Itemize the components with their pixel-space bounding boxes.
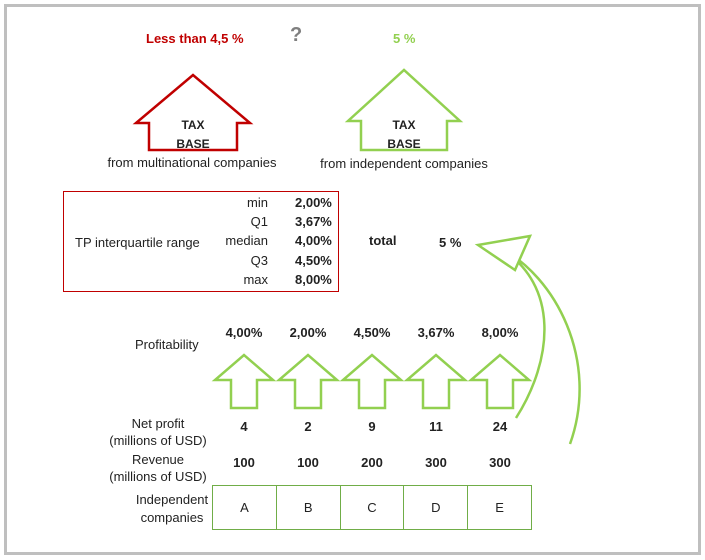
tax-base-arrow-independent [344, 68, 464, 152]
revenue-value: 100 [233, 455, 255, 470]
range-stat-value: 4,50% [295, 252, 332, 268]
total-value: 5 % [439, 235, 462, 250]
company-cell: D [404, 486, 469, 529]
diagram-frame [4, 4, 701, 555]
tax-label-left: TAX [181, 118, 205, 132]
caption-independent: from independent companies [320, 156, 488, 171]
interquartile-range-box [63, 191, 339, 292]
net-profit-label: Net profit (millions of USD) [109, 416, 207, 448]
revenue-value: 300 [425, 455, 447, 470]
profitability-value: 2,00% [289, 325, 327, 340]
range-label: TP interquartile range [75, 235, 200, 250]
profit-up-arrow [403, 353, 469, 410]
net-profit-value: 2 [304, 419, 312, 434]
profitability-value: 8,00% [481, 325, 519, 340]
company-cell: C [341, 486, 405, 529]
companies-label: Independent companies [135, 492, 209, 525]
revenue-label: Revenue (millions of USD) [109, 452, 207, 484]
range-stat-value: 3,67% [295, 214, 332, 230]
profit-up-arrow [211, 353, 277, 410]
range-stat-name: Q1 [250, 214, 268, 230]
total-label: total [369, 233, 397, 248]
tax-label-right: TAX [392, 118, 416, 132]
range-stat-value: 4,00% [295, 233, 332, 249]
range-stat-value: 2,00% [295, 195, 332, 210]
profitability-label: Profitability [135, 337, 199, 352]
revenue-value: 100 [297, 455, 319, 470]
base-label-left: BASE [176, 137, 210, 151]
revenue-value: 200 [361, 455, 383, 470]
range-stat-name: Q3 [250, 252, 268, 268]
company-cell: B [277, 486, 341, 529]
profitability-value: 4,50% [353, 325, 391, 340]
base-label-right: BASE [387, 137, 421, 151]
profit-up-arrow [339, 353, 405, 410]
curve-arrow-body [499, 246, 581, 445]
revenue-value: 300 [489, 455, 511, 470]
net-profit-value: 4 [240, 419, 248, 434]
net-profit-value: 9 [368, 419, 376, 434]
range-stat-name: min [247, 195, 268, 210]
independent-rate: 5 % [393, 31, 416, 46]
question-mark: ? [290, 24, 303, 46]
profit-up-arrow [275, 353, 341, 410]
tax-base-arrow-multinational [132, 73, 254, 152]
profit-up-arrow [467, 353, 533, 410]
range-stat-name: max [243, 271, 268, 287]
net-profit-value: 24 [492, 419, 508, 434]
small-arrows [211, 353, 533, 410]
net-profit-value: 11 [429, 419, 443, 434]
company-cell: E [495, 500, 504, 515]
range-stat-value: 8,00% [295, 271, 332, 287]
range-stat-name: median [225, 233, 268, 249]
company-cell: A [213, 486, 277, 529]
multinational-rate: Less than 4,5 % [146, 31, 244, 46]
profitability-value: 4,00% [225, 325, 263, 340]
caption-multinational: from multinational companies [107, 155, 277, 170]
profitability-value: 3,67% [417, 325, 455, 340]
curve-arrow-head [474, 234, 533, 272]
